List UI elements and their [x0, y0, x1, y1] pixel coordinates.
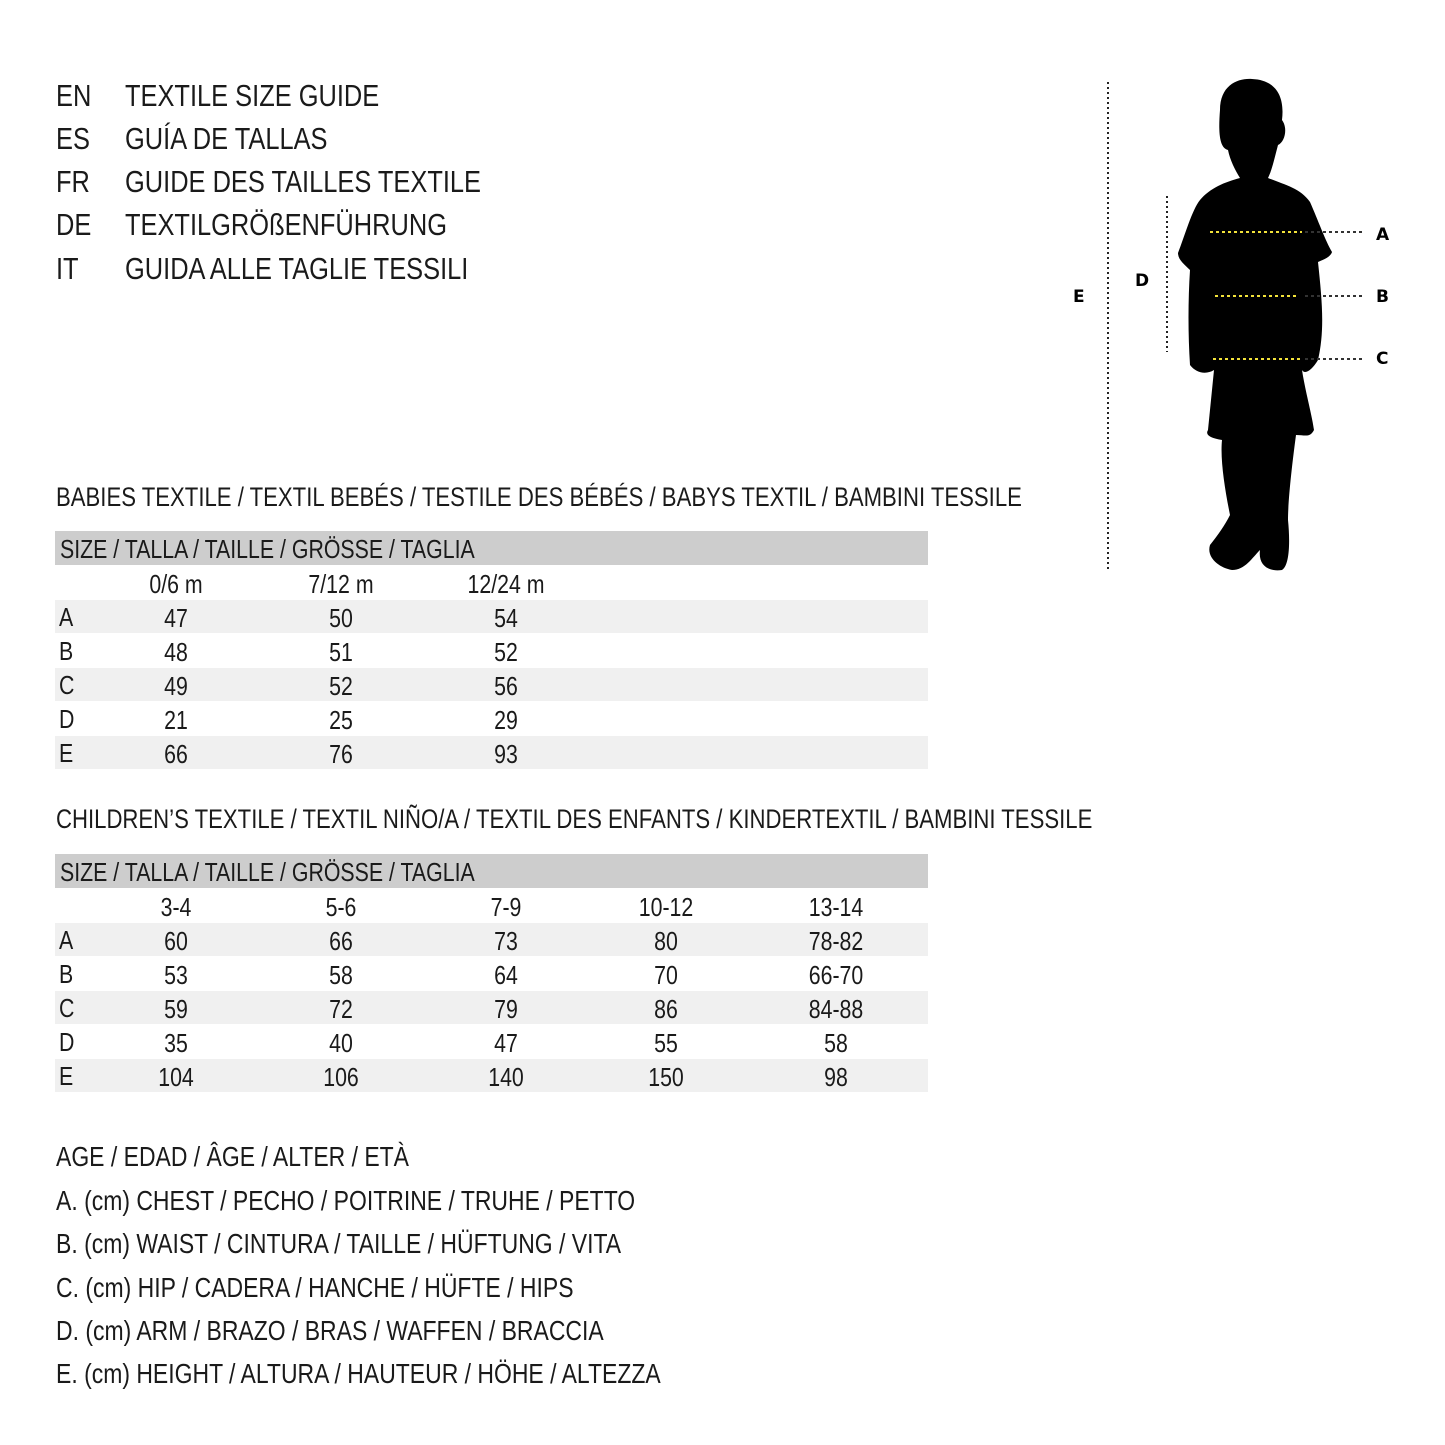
row-label: B — [59, 959, 74, 989]
row-label: D — [59, 704, 75, 734]
table-cell: 25 — [329, 705, 353, 735]
table-row: E 66 76 93 — [55, 736, 928, 769]
legend-item: E. (cm) HEIGHT / ALTURA / HAUTEUR / HÖHE… — [56, 1358, 661, 1389]
table-cell: 106 — [323, 1062, 359, 1092]
row-label: A — [59, 925, 74, 955]
child-silhouette-figure: A B C D E — [1060, 70, 1400, 585]
lang-code: IT — [56, 251, 79, 286]
row-label: C — [59, 993, 75, 1023]
table-row: C 49 52 56 — [55, 668, 928, 701]
table-cell: 49 — [164, 671, 188, 701]
column-header: 10-12 — [638, 892, 694, 922]
title-text: GUIDE DES TAILLES TEXTILE — [125, 164, 482, 199]
table-cell: 51 — [329, 637, 353, 667]
row-label: B — [59, 636, 74, 666]
table-cell: 50 — [329, 603, 353, 633]
lang-code: ES — [56, 121, 90, 156]
row-label: E — [59, 738, 74, 768]
table-cell: 60 — [164, 926, 188, 956]
table-cell: 98 — [824, 1062, 848, 1092]
table-cell: 104 — [158, 1062, 194, 1092]
label-b: B — [1376, 287, 1389, 307]
size-header-band: SIZE / TALLA / TAILLE / GRÖSSE / TAGLIA — [55, 531, 928, 565]
column-header: 7-9 — [490, 892, 522, 922]
table-cell: 73 — [494, 926, 518, 956]
table-cell: 47 — [164, 603, 188, 633]
table-cell: 35 — [164, 1028, 188, 1058]
size-header: SIZE / TALLA / TAILLE / GRÖSSE / TAGLIA — [60, 857, 475, 887]
table-cell: 93 — [494, 739, 518, 769]
size-header: SIZE / TALLA / TAILLE / GRÖSSE / TAGLIA — [60, 534, 475, 564]
table-row: B 53 58 64 70 66-70 — [55, 957, 928, 990]
column-header: 12/24 m — [467, 569, 545, 599]
table-row: B 48 51 52 — [55, 634, 928, 667]
table-cell: 58 — [824, 1028, 848, 1058]
legend-item: D. (cm) ARM / BRAZO / BRAS / WAFFEN / BR… — [56, 1315, 604, 1346]
table-cell: 64 — [494, 960, 518, 990]
table-cell: 66-70 — [808, 960, 864, 990]
lang-code: DE — [56, 207, 92, 242]
table-cell: 52 — [329, 671, 353, 701]
table-cell: 29 — [494, 705, 518, 735]
table-cell: 55 — [654, 1028, 678, 1058]
table-cell: 140 — [488, 1062, 524, 1092]
table-cell: 58 — [329, 960, 353, 990]
table-row: E 104 106 140 150 98 — [55, 1059, 928, 1092]
table-cell: 40 — [329, 1028, 353, 1058]
legend-item: AGE / EDAD / ÂGE / ALTER / ETÀ — [56, 1141, 410, 1172]
column-header: 0/6 m — [149, 569, 203, 599]
table-cell: 80 — [654, 926, 678, 956]
table-cell: 84-88 — [808, 994, 864, 1024]
table-cell: 48 — [164, 637, 188, 667]
table-row: D 35 40 47 55 58 — [55, 1025, 928, 1058]
table-cell: 56 — [494, 671, 518, 701]
table-row: A 60 66 73 80 78-82 — [55, 923, 928, 956]
table-cell: 70 — [654, 960, 678, 990]
table-cell: 54 — [494, 603, 518, 633]
table-row: D 21 25 29 — [55, 702, 928, 735]
table-cell: 150 — [648, 1062, 684, 1092]
column-header-row: 3-4 5-6 7-9 10-12 13-14 — [55, 889, 928, 922]
label-c: C — [1376, 349, 1388, 369]
table-cell: 66 — [164, 739, 188, 769]
title-text: GUIDA ALLE TAGLIE TESSILI — [125, 251, 469, 286]
column-header: 5-6 — [325, 892, 357, 922]
title-text: TEXTILE SIZE GUIDE — [125, 78, 380, 113]
table-cell: 78-82 — [808, 926, 864, 956]
table-cell: 59 — [164, 994, 188, 1024]
legend-item: C. (cm) HIP / CADERA / HANCHE / HÜFTE / … — [56, 1272, 574, 1303]
row-label: D — [59, 1027, 75, 1057]
table-cell: 52 — [494, 637, 518, 667]
table-row: A 47 50 54 — [55, 600, 928, 633]
table-cell: 76 — [329, 739, 353, 769]
title-text: GUÍA DE TALLAS — [125, 121, 328, 156]
title-text: TEXTILGRÖßENFÜHRUNG — [125, 207, 448, 242]
lang-code: EN — [56, 78, 92, 113]
table-cell: 53 — [164, 960, 188, 990]
table-cell: 72 — [329, 994, 353, 1024]
label-a: A — [1376, 225, 1390, 245]
label-e: E — [1073, 287, 1085, 307]
babies-heading: BABIES TEXTILE / TEXTIL BEBÉS / TESTILE … — [56, 482, 1022, 512]
child-silhouette-icon: A B C D E — [1073, 78, 1390, 571]
table-cell: 21 — [164, 705, 188, 735]
legend-item: A. (cm) CHEST / PECHO / POITRINE / TRUHE… — [56, 1185, 636, 1216]
size-header-band: SIZE / TALLA / TAILLE / GRÖSSE / TAGLIA — [55, 854, 928, 888]
row-label: E — [59, 1061, 74, 1091]
label-d: D — [1135, 271, 1149, 291]
table-cell: 47 — [494, 1028, 518, 1058]
table-row: C 59 72 79 86 84-88 — [55, 991, 928, 1024]
table-cell: 66 — [329, 926, 353, 956]
column-header: 3-4 — [160, 892, 192, 922]
children-heading: CHILDREN’S TEXTILE / TEXTIL NIÑO/A / TEX… — [56, 804, 1093, 834]
column-header: 13-14 — [808, 892, 864, 922]
row-label: A — [59, 602, 74, 632]
table-cell: 86 — [654, 994, 678, 1024]
table-cell: 79 — [494, 994, 518, 1024]
lang-code: FR — [56, 164, 90, 199]
column-header: 7/12 m — [308, 569, 374, 599]
legend-item: B. (cm) WAIST / CINTURA / TAILLE / HÜFTU… — [56, 1228, 622, 1259]
row-label: C — [59, 670, 75, 700]
column-header-row: 0/6 m 7/12 m 12/24 m — [55, 566, 928, 599]
